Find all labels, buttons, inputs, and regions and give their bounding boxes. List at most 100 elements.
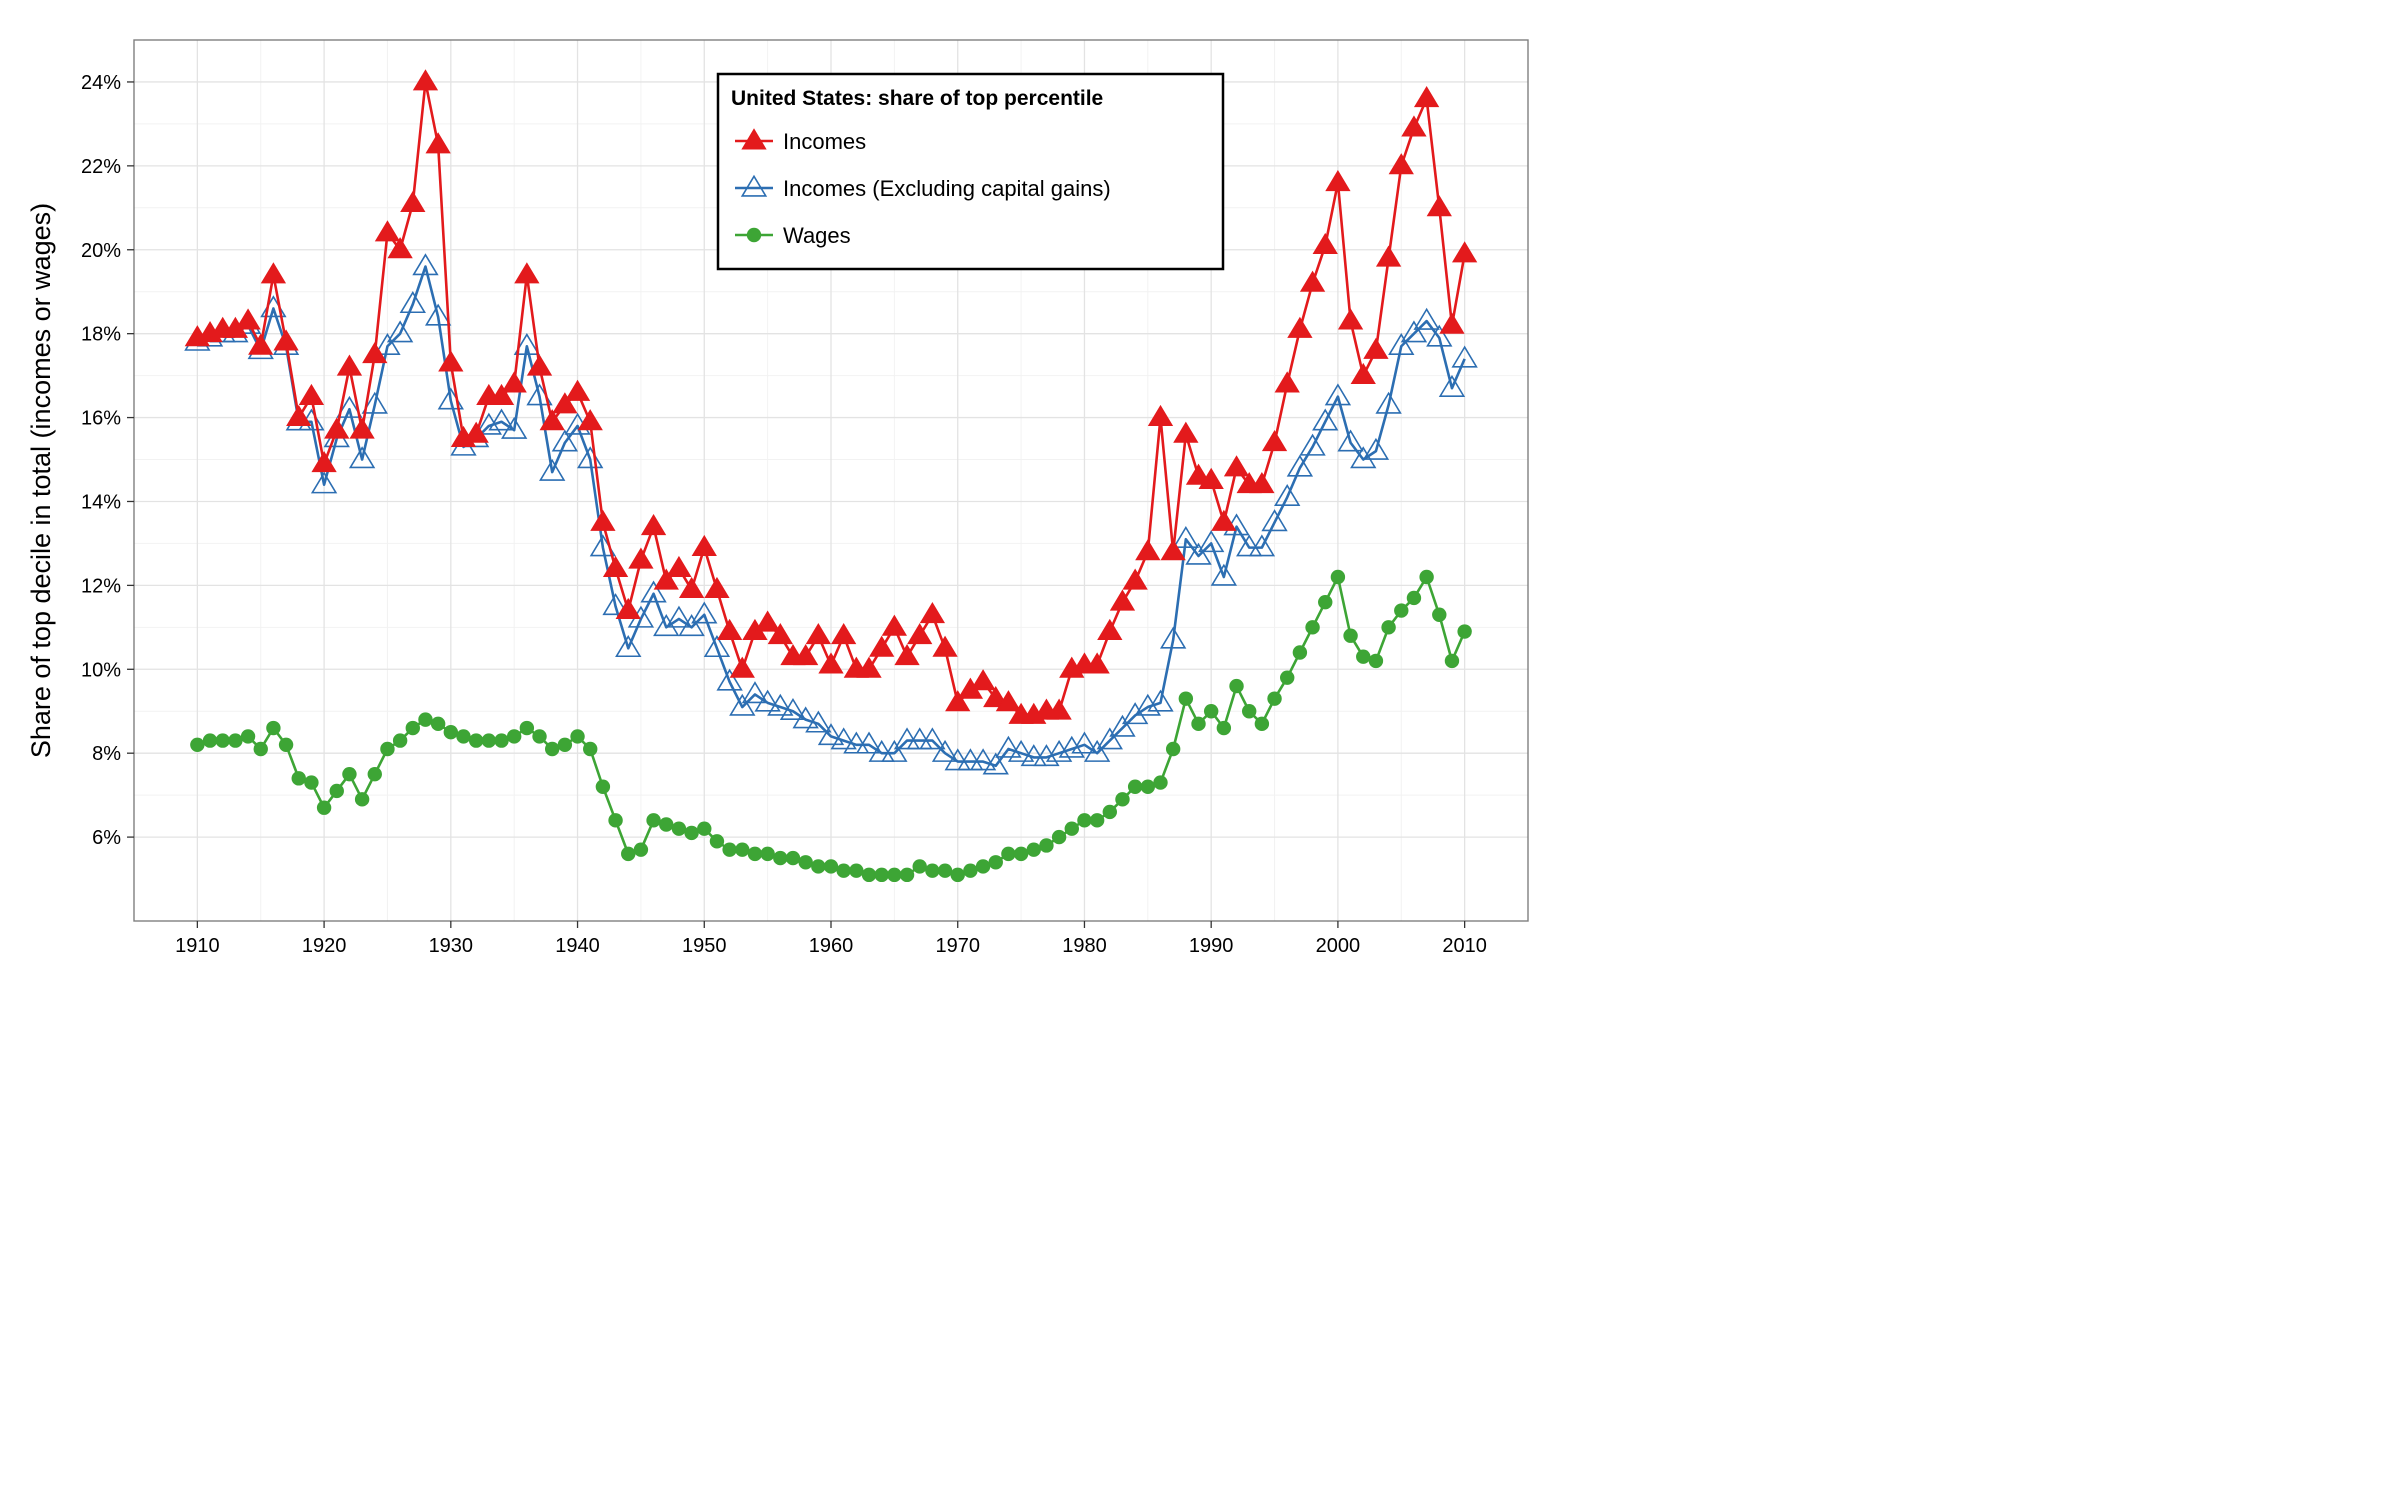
x-tick-label: 1940 bbox=[555, 935, 600, 957]
x-tick-label: 1990 bbox=[1189, 935, 1234, 957]
data-point bbox=[754, 689, 781, 712]
data-point bbox=[1248, 534, 1276, 557]
data-point bbox=[362, 341, 388, 364]
data-point bbox=[811, 859, 826, 874]
data-point bbox=[468, 733, 484, 748]
data-point bbox=[798, 855, 813, 870]
legend: United States: share of top percentile I… bbox=[716, 72, 1225, 271]
legend-item: Incomes (Excluding capital gains) bbox=[735, 174, 1111, 201]
data-point bbox=[703, 635, 731, 658]
data-point bbox=[747, 846, 763, 862]
data-point bbox=[342, 766, 357, 782]
data-point bbox=[1229, 678, 1244, 694]
data-point bbox=[760, 846, 775, 862]
data-point bbox=[1242, 704, 1257, 719]
data-point bbox=[1426, 195, 1452, 217]
data-point bbox=[925, 863, 940, 878]
data-point bbox=[1375, 391, 1402, 414]
data-point bbox=[1013, 846, 1029, 862]
data-point bbox=[336, 354, 363, 376]
x-axis: 1910 1920 1930 1940 1950 1960 1970 1980 1990 2000… bbox=[175, 921, 1487, 957]
data-point bbox=[595, 779, 611, 794]
data-point bbox=[704, 576, 730, 599]
data-point bbox=[1140, 779, 1156, 794]
data-point bbox=[817, 723, 845, 746]
data-point bbox=[779, 697, 807, 720]
y-axis-title: Share of top decile in total (incomes or… bbox=[26, 203, 56, 758]
data-point bbox=[1299, 433, 1326, 456]
data-point bbox=[1254, 716, 1270, 732]
data-point bbox=[286, 404, 312, 427]
data-point bbox=[608, 813, 623, 828]
data-point bbox=[640, 580, 667, 603]
data-point bbox=[1115, 792, 1130, 807]
data-point bbox=[425, 132, 451, 154]
data-point bbox=[1400, 320, 1428, 343]
data-point bbox=[659, 817, 674, 832]
data-point bbox=[945, 690, 971, 712]
data-point bbox=[887, 867, 902, 883]
data-point bbox=[1185, 542, 1212, 565]
y-tick-label: 20% bbox=[81, 240, 121, 262]
data-point bbox=[329, 783, 344, 799]
y-tick-label: 24% bbox=[81, 72, 121, 94]
data-point bbox=[494, 733, 509, 748]
data-point bbox=[488, 383, 515, 406]
data-point bbox=[590, 509, 616, 531]
data-point bbox=[653, 568, 679, 590]
y-tick-label: 16% bbox=[81, 408, 121, 430]
data-point bbox=[653, 614, 680, 637]
data-point bbox=[665, 605, 693, 628]
data-point bbox=[564, 379, 591, 401]
x-tick-label: 1960 bbox=[809, 935, 854, 957]
data-point bbox=[1451, 345, 1478, 368]
data-point bbox=[386, 320, 414, 343]
data-point bbox=[805, 623, 831, 645]
legend-key-marker bbox=[746, 227, 762, 243]
data-point bbox=[823, 859, 839, 874]
data-point bbox=[190, 737, 205, 752]
data-point bbox=[1426, 324, 1453, 347]
legend-key-marker bbox=[740, 174, 768, 197]
data-point bbox=[1147, 689, 1174, 712]
data-point bbox=[1147, 404, 1174, 427]
data-point bbox=[1274, 371, 1300, 393]
data-point bbox=[374, 332, 401, 355]
data-point bbox=[1444, 653, 1460, 669]
x-tick-label: 1950 bbox=[682, 935, 727, 957]
data-point bbox=[557, 737, 573, 752]
data-point bbox=[855, 731, 883, 754]
x-tick-label: 1910 bbox=[175, 935, 220, 957]
x-tick-label: 2000 bbox=[1316, 935, 1361, 957]
data-point bbox=[1198, 530, 1225, 553]
data-point bbox=[248, 333, 274, 355]
data-point bbox=[1058, 735, 1085, 758]
data-point bbox=[545, 741, 560, 757]
data-point bbox=[260, 262, 287, 284]
y-axis: 6% 8% 10% 12% 14% 16% 18% 20% 22% 24% bbox=[81, 72, 134, 849]
data-point bbox=[552, 392, 578, 414]
data-point bbox=[253, 741, 268, 757]
data-point bbox=[805, 710, 832, 733]
data-point bbox=[1356, 649, 1371, 664]
data-point bbox=[1077, 813, 1092, 828]
data-point bbox=[615, 635, 642, 658]
data-point bbox=[1211, 509, 1237, 531]
data-point bbox=[1071, 731, 1098, 754]
data-point bbox=[475, 412, 503, 435]
data-point bbox=[919, 602, 946, 624]
data-point bbox=[1274, 484, 1301, 507]
data-point bbox=[1286, 454, 1314, 477]
data-point bbox=[767, 623, 793, 645]
data-point bbox=[273, 329, 299, 351]
data-point bbox=[615, 597, 641, 619]
data-point bbox=[1413, 307, 1440, 330]
data-point bbox=[1159, 626, 1187, 649]
data-point bbox=[975, 859, 991, 874]
data-point bbox=[899, 867, 915, 883]
data-point bbox=[1343, 628, 1358, 643]
data-point bbox=[919, 727, 946, 750]
data-point bbox=[1325, 169, 1351, 192]
data-point bbox=[1026, 842, 1041, 857]
data-point bbox=[1406, 590, 1422, 606]
